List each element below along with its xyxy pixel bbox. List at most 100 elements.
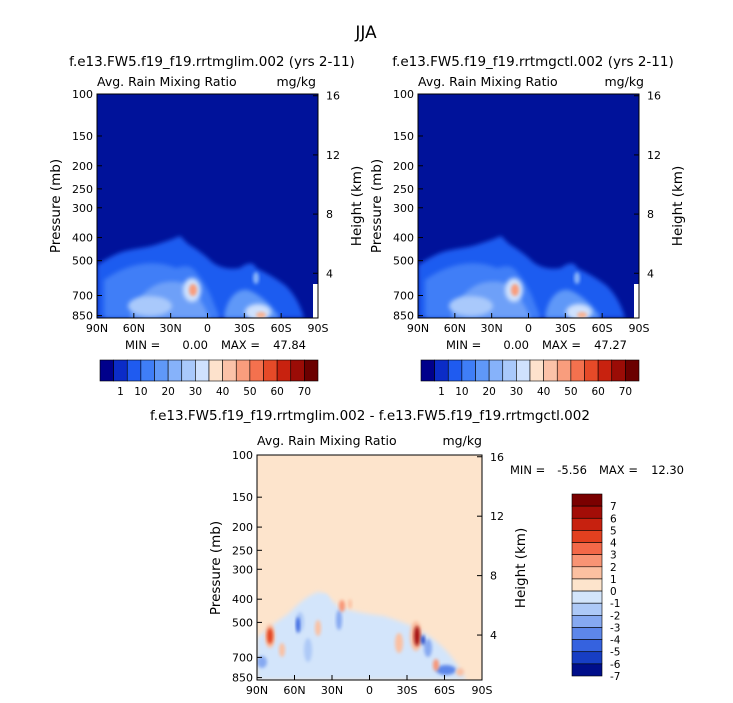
rain-field bbox=[418, 236, 639, 318]
colorbar-swatch bbox=[571, 578, 603, 592]
colorbar-swatch bbox=[571, 493, 603, 507]
y-tick-label: 850 bbox=[72, 310, 93, 323]
units-label: mg/kg bbox=[277, 74, 317, 89]
colorbar-label: 10 bbox=[134, 386, 147, 398]
colorbar-label: 20 bbox=[161, 386, 174, 398]
colorbar-swatch bbox=[556, 359, 572, 382]
y-right-tick-label: 4 bbox=[647, 267, 654, 280]
colorbar-swatch bbox=[420, 359, 435, 382]
colorbar-swatch bbox=[571, 639, 603, 653]
y-axis-right-label: Height (km) bbox=[670, 166, 686, 246]
colorbar-label: 4 bbox=[610, 538, 617, 550]
x-tick-label: 90N bbox=[246, 684, 268, 697]
y-right-tick-label: 12 bbox=[647, 149, 661, 162]
colorbar-label: 60 bbox=[591, 386, 604, 398]
min-value: -5.56 bbox=[557, 463, 587, 477]
colorbar-label: 5 bbox=[610, 525, 617, 537]
colorbar-label: 30 bbox=[510, 386, 523, 398]
colorbar-label: 3 bbox=[610, 550, 617, 562]
colorbar-swatch bbox=[571, 566, 603, 580]
season-title: JJA bbox=[354, 23, 377, 43]
y-axis-right-label: Height (km) bbox=[513, 528, 529, 608]
x-tick-label: 90S bbox=[472, 684, 493, 697]
variable-label: Avg. Rain Mixing Ratio bbox=[257, 433, 397, 448]
colorbar: 1 10 20 30 40 50 60 70 bbox=[99, 359, 319, 398]
y-axis-left: Pressure (mb) 100 150 200 250 300 400 500 700 85… bbox=[48, 88, 102, 323]
difference-field bbox=[257, 592, 466, 680]
variable-label: Avg. Rain Mixing Ratio bbox=[97, 74, 237, 89]
panel-title: f.e13.FW5.f19_f19.rrtmglim.002 - f.e13.F… bbox=[150, 408, 590, 424]
colorbar-swatch bbox=[263, 359, 278, 382]
colorbar-swatch bbox=[571, 554, 603, 568]
colorbar-label: 20 bbox=[482, 386, 495, 398]
x-tick-label: 0 bbox=[366, 684, 373, 697]
y-tick-label: 200 bbox=[232, 521, 253, 534]
colorbar-swatch bbox=[488, 359, 504, 382]
y-axis-left: Pressure (mb) 100 150 200 250 300 400 500 700 85… bbox=[208, 449, 262, 685]
colorbar-swatch bbox=[249, 359, 264, 382]
colorbar-swatch bbox=[571, 542, 603, 555]
y-tick-label: 700 bbox=[232, 651, 253, 664]
y-axis-right-label: Height (km) bbox=[349, 166, 365, 246]
x-tick-label: 60N bbox=[283, 684, 305, 697]
y-right-tick-label: 8 bbox=[647, 208, 654, 221]
y-tick-label: 100 bbox=[72, 88, 93, 101]
colorbar-swatch bbox=[571, 663, 603, 677]
colorbar-swatch bbox=[571, 505, 603, 519]
y-right-tick-label: 8 bbox=[326, 208, 333, 221]
colorbar-label: 50 bbox=[243, 386, 256, 398]
colorbar-swatch bbox=[461, 359, 476, 382]
colorbar-label: 30 bbox=[189, 386, 202, 398]
colorbar-swatch bbox=[154, 359, 169, 382]
max-label: MAX = bbox=[599, 463, 638, 477]
y-tick-label: 100 bbox=[232, 449, 253, 462]
x-axis: 90N 60N 30N 0 30S 60S 90S bbox=[407, 313, 650, 335]
colorbar-label: 60 bbox=[270, 386, 283, 398]
y-tick-label: 850 bbox=[393, 310, 414, 323]
y-right-tick-label: 16 bbox=[490, 451, 504, 464]
colorbar-swatch bbox=[571, 530, 603, 543]
colorbar-swatch bbox=[571, 602, 603, 616]
y-tick-label: 300 bbox=[232, 563, 253, 576]
x-tick-label: 60S bbox=[271, 322, 292, 335]
y-tick-label: 250 bbox=[232, 544, 253, 557]
x-tick-label: 90S bbox=[308, 322, 329, 335]
colorbar-label: -3 bbox=[610, 622, 620, 634]
colorbar-swatch bbox=[529, 359, 544, 382]
colorbar-swatch bbox=[611, 359, 626, 382]
colorbar-label: 70 bbox=[619, 386, 632, 398]
min-value: 0.00 bbox=[503, 338, 529, 352]
x-tick-label: 30S bbox=[397, 684, 418, 697]
colorbar-swatch bbox=[597, 359, 613, 382]
colorbar-swatch bbox=[222, 359, 237, 382]
y-right-tick-label: 12 bbox=[326, 149, 340, 162]
x-tick-label: 30N bbox=[481, 322, 503, 335]
colorbar-swatch bbox=[235, 359, 251, 382]
variable-label: Avg. Rain Mixing Ratio bbox=[418, 74, 558, 89]
colorbar-swatch bbox=[304, 359, 319, 382]
colorbar-swatch bbox=[571, 627, 603, 640]
colorbar-swatch bbox=[502, 359, 517, 382]
y-tick-label: 250 bbox=[393, 183, 414, 196]
min-label: MIN = bbox=[446, 338, 481, 352]
colorbar-swatch bbox=[126, 359, 142, 382]
colorbar-label: 0 bbox=[610, 586, 617, 598]
rain-field bbox=[97, 236, 318, 318]
colorbar-label: -7 bbox=[610, 671, 620, 683]
x-tick-label: 30N bbox=[321, 684, 343, 697]
x-tick-label: 90N bbox=[86, 322, 108, 335]
colorbar-swatch bbox=[113, 359, 128, 382]
x-tick-label: 30N bbox=[160, 322, 182, 335]
colorbar-label: -2 bbox=[610, 610, 620, 622]
colorbar-swatch bbox=[571, 615, 603, 628]
x-axis: 90N 60N 30N 0 30S 60S 90S bbox=[246, 675, 493, 697]
panel-title: f.e13.FW5.f19_f19.rrtmglim.002 (yrs 2-11… bbox=[69, 54, 355, 70]
panel-ctl: f.e13.FW5.f19_f19.rrtmgctl.002 (yrs 2-11… bbox=[369, 54, 686, 398]
y-axis-label: Pressure (mb) bbox=[48, 159, 64, 253]
y-tick-label: 500 bbox=[72, 255, 93, 268]
y-tick-label: 300 bbox=[393, 202, 414, 215]
colorbar-label: 40 bbox=[216, 386, 229, 398]
y-right-tick-label: 8 bbox=[490, 570, 497, 583]
panel-glim: f.e13.FW5.f19_f19.rrtmglim.002 (yrs 2-11… bbox=[48, 54, 365, 398]
